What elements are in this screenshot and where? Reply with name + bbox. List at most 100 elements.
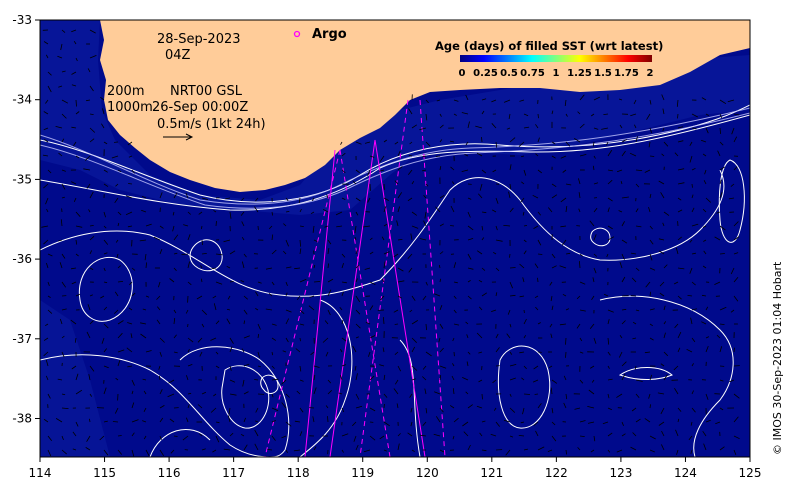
current-vector <box>590 113 595 117</box>
current-vector <box>271 249 277 255</box>
current-vector <box>649 308 655 311</box>
current-vector <box>520 197 525 203</box>
current-vector <box>57 378 63 381</box>
current-vector <box>730 183 735 187</box>
current-vector <box>197 404 203 409</box>
current-vector <box>407 432 413 437</box>
current-vector <box>285 393 290 398</box>
current-vector <box>424 388 427 395</box>
current-vector <box>47 253 53 257</box>
current-vector <box>607 351 611 356</box>
current-vector <box>71 365 77 370</box>
current-vector <box>466 334 469 339</box>
current-vector <box>115 183 119 187</box>
current-vector <box>89 29 96 34</box>
current-vector <box>450 225 455 227</box>
current-vector <box>140 322 147 325</box>
current-vector <box>199 433 203 437</box>
current-vector <box>462 421 469 427</box>
current-vector <box>523 250 527 255</box>
current-vector <box>43 239 49 245</box>
current-vector <box>673 281 679 285</box>
current-vector <box>593 253 598 257</box>
current-vector <box>477 193 483 199</box>
colorbar-tick-label: 0.5 <box>500 68 518 79</box>
current-vector <box>103 449 109 456</box>
current-vector <box>241 236 245 241</box>
current-vector <box>733 136 738 143</box>
current-vector <box>509 364 517 367</box>
x-tick-label: 115 <box>93 466 116 480</box>
current-vector <box>728 197 735 200</box>
current-vector <box>325 405 329 409</box>
current-vector <box>435 206 441 213</box>
current-vector <box>213 303 217 311</box>
current-vector <box>114 291 119 297</box>
current-vector <box>201 253 207 255</box>
current-vector <box>691 252 696 255</box>
current-vector <box>588 389 595 395</box>
current-vector <box>533 365 539 370</box>
current-vector <box>364 141 371 144</box>
current-vector <box>327 289 332 297</box>
current-vector <box>704 169 707 175</box>
current-vector <box>663 141 669 147</box>
current-vector <box>89 113 94 115</box>
current-vector <box>620 180 623 185</box>
current-vector <box>659 281 665 287</box>
current-vector <box>355 169 360 174</box>
current-vector <box>227 295 231 300</box>
current-vector <box>449 405 455 409</box>
colorbar-tick-label: 0.25 <box>473 68 498 79</box>
current-vector <box>243 253 247 258</box>
current-vector <box>310 211 315 215</box>
current-vector <box>59 262 63 269</box>
current-vector <box>453 323 460 326</box>
current-vector <box>635 169 643 171</box>
current-vector <box>564 99 567 107</box>
current-vector <box>75 155 80 159</box>
current-vector <box>394 180 399 185</box>
current-vector <box>75 389 83 395</box>
current-vector <box>130 333 133 339</box>
current-vector <box>335 211 343 216</box>
current-vector <box>131 379 135 386</box>
current-vector <box>43 351 49 357</box>
current-vector <box>593 182 599 185</box>
current-vector <box>380 295 385 301</box>
current-vector <box>394 351 399 356</box>
current-vector <box>630 113 637 117</box>
current-vector <box>55 126 63 129</box>
current-vector <box>464 154 469 157</box>
current-vector <box>691 281 696 286</box>
current-vector <box>691 308 698 311</box>
current-vector <box>55 418 63 423</box>
current-vector <box>521 377 525 381</box>
y-tick-label: -34 <box>12 93 32 107</box>
colorbar-tick-label: 2 <box>647 68 654 79</box>
current-vector <box>677 418 680 423</box>
current-vector <box>452 363 455 367</box>
current-vector <box>658 238 665 241</box>
current-vector <box>341 291 344 297</box>
coastal-shelf <box>40 20 750 215</box>
current-vector <box>45 99 49 104</box>
current-vector <box>43 111 49 115</box>
current-vector <box>243 295 248 300</box>
current-vector <box>492 169 497 173</box>
x-tick-label: 122 <box>545 466 568 480</box>
current-vector <box>649 374 653 381</box>
current-vector <box>476 405 483 409</box>
current-vector <box>688 435 693 441</box>
current-vector <box>702 430 707 437</box>
current-vector <box>299 208 302 213</box>
current-vector <box>223 448 231 451</box>
current-vector <box>282 350 287 353</box>
current-vector <box>117 265 121 269</box>
current-vector <box>241 197 245 201</box>
current-vector <box>103 267 106 272</box>
current-vector <box>635 309 640 312</box>
current-vector <box>602 421 609 425</box>
current-vector <box>196 295 203 300</box>
